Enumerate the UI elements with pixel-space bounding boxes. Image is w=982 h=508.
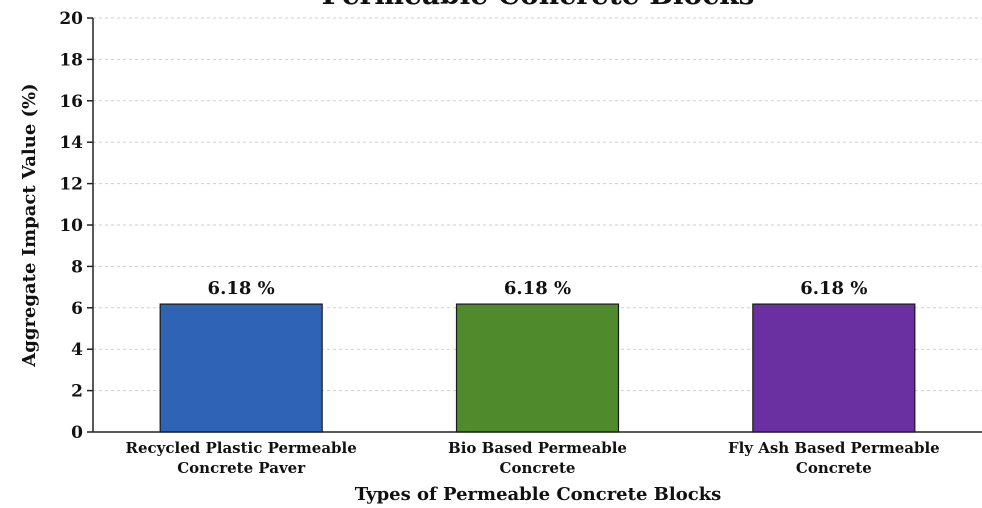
y-tick-label: 10 xyxy=(59,216,83,236)
chart-title: Permeable Concrete Blocks xyxy=(322,0,755,11)
bar xyxy=(455,303,620,433)
y-tick-label: 16 xyxy=(59,92,83,112)
y-tick-label: 0 xyxy=(71,423,83,443)
x-tick-label: Recycled Plastic Permeable xyxy=(126,439,357,457)
data-label: 6.18 % xyxy=(208,278,275,299)
bars xyxy=(159,303,916,433)
x-axis-categories: Recycled Plastic Permeable Concrete Paver… xyxy=(126,439,940,477)
data-label: 6.18 % xyxy=(504,278,571,299)
bar xyxy=(752,303,916,433)
y-tick-label: 8 xyxy=(71,257,83,277)
data-label: 6.18 % xyxy=(800,278,867,299)
x-tick-label: Concrete Paver xyxy=(177,459,306,477)
data-labels: 6.18 % 6.18 % 6.18 % xyxy=(208,278,868,299)
y-axis-ticks: 0 2 4 6 8 10 12 14 16 18 20 xyxy=(59,9,93,443)
bar xyxy=(159,303,323,433)
y-tick-label: 6 xyxy=(71,299,83,319)
y-tick-label: 12 xyxy=(59,175,83,195)
x-tick-label: Bio Based Permeable xyxy=(448,439,627,457)
y-tick-label: 18 xyxy=(59,50,83,70)
y-tick-label: 2 xyxy=(71,382,83,402)
x-tick-label: Concrete xyxy=(500,459,576,477)
x-axis-label: Types of Permeable Concrete Blocks xyxy=(355,484,722,505)
x-tick-label: Concrete xyxy=(796,459,872,477)
y-tick-label: 14 xyxy=(59,133,83,153)
x-tick-label: Fly Ash Based Permeable xyxy=(728,439,940,457)
y-axis-label: Aggregate Impact Value (%) xyxy=(19,83,40,367)
y-tick-label: 20 xyxy=(59,9,83,29)
y-tick-label: 4 xyxy=(71,340,83,360)
